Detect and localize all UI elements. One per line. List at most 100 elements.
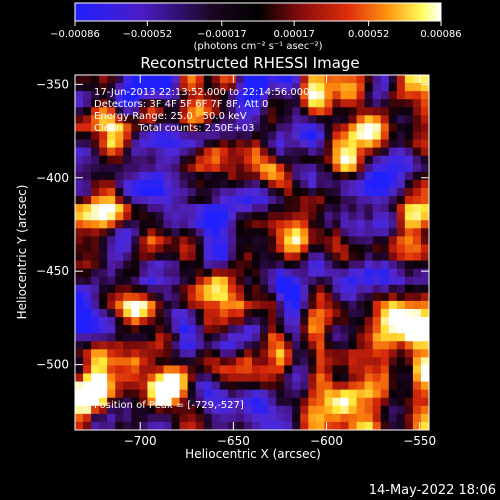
heatmap-cell — [83, 155, 92, 165]
heatmap-cell — [276, 236, 285, 246]
heatmap-cell — [308, 349, 317, 358]
heatmap-cell — [83, 365, 92, 375]
heatmap-cell — [227, 292, 237, 302]
heatmap-cell — [412, 421, 422, 430]
heatmap-cell — [187, 292, 197, 302]
heatmap-cell — [268, 268, 277, 278]
heatmap-cell — [203, 268, 213, 278]
heatmap-cell — [123, 349, 132, 358]
heatmap-cell — [348, 171, 358, 181]
heatmap-cell — [75, 260, 84, 270]
heatmap-cell — [260, 333, 269, 342]
heatmap-cell — [75, 389, 84, 399]
heatmap-cell — [420, 196, 429, 205]
heatmap-cell — [268, 244, 277, 254]
heatmap-cell — [388, 220, 398, 229]
heatmap-cell — [308, 155, 317, 165]
heatmap-cell — [171, 107, 181, 116]
heatmap-cell — [276, 139, 285, 149]
heatmap-cell — [243, 115, 253, 125]
heatmap-cell — [91, 147, 100, 157]
heatmap-cell — [115, 139, 124, 149]
heatmap-cell — [420, 244, 429, 254]
heatmap-cell — [139, 397, 149, 407]
heatmap-cell — [115, 333, 124, 342]
heatmap-cell — [388, 405, 398, 415]
heatmap-cell — [260, 413, 269, 423]
heatmap-cell — [187, 365, 197, 375]
heatmap-cell — [203, 308, 213, 318]
heatmap-cell — [388, 236, 398, 246]
heatmap-cell — [219, 333, 229, 342]
heatmap-cell — [227, 300, 237, 310]
heatmap-cell — [179, 341, 189, 350]
heatmap-cell — [276, 147, 285, 157]
heatmap-cell — [107, 341, 116, 350]
heatmap-cell — [316, 373, 326, 383]
heatmap-cell — [203, 284, 213, 294]
heatmap-cell — [292, 300, 301, 310]
heatmap-cell — [372, 413, 382, 423]
heatmap-cell — [147, 421, 157, 430]
heatmap-cell — [227, 413, 237, 423]
heatmap-cell — [99, 373, 108, 383]
heatmap-cell — [300, 317, 309, 326]
heatmap-cell — [420, 83, 429, 92]
heatmap-cell — [91, 228, 100, 237]
heatmap-cell — [131, 325, 140, 334]
heatmap-cell — [147, 187, 157, 197]
heatmap-cell — [227, 333, 237, 342]
heatmap-cell — [123, 163, 132, 173]
heatmap-cell — [91, 333, 100, 342]
heatmap-cell — [412, 341, 422, 350]
heatmap-cell — [147, 204, 157, 213]
heatmap-cell — [99, 147, 108, 157]
heatmap-cell — [316, 325, 326, 334]
heatmap-cell — [332, 292, 342, 302]
heatmap-cell — [404, 147, 414, 157]
heatmap-cell — [396, 389, 406, 399]
heatmap-cell — [179, 357, 189, 367]
heatmap-cell — [252, 413, 261, 423]
heatmap-cell — [195, 268, 205, 278]
heatmap-cell — [139, 276, 149, 286]
heatmap-cell — [243, 244, 253, 254]
heatmap-cell — [107, 83, 116, 92]
heatmap-cell — [340, 300, 350, 310]
heatmap-cell — [235, 284, 245, 294]
heatmap-cell — [404, 349, 414, 358]
heatmap-cell — [372, 357, 382, 367]
heatmap-cell — [123, 212, 132, 221]
heatmap-cell — [131, 260, 140, 270]
heatmap-cell — [396, 365, 406, 375]
heatmap-cell — [227, 244, 237, 254]
heatmap-cell — [211, 365, 221, 375]
heatmap-cell — [332, 204, 342, 213]
heatmap-cell — [276, 405, 285, 415]
heatmap-cell — [91, 196, 100, 205]
heatmap-cell — [356, 236, 366, 246]
heatmap-cell — [252, 236, 261, 246]
heatmap-cell — [332, 365, 342, 375]
heatmap-cell — [260, 349, 269, 358]
heatmap-cell — [316, 268, 326, 278]
heatmap-cell — [396, 405, 406, 415]
heatmap-cell — [91, 252, 100, 262]
heatmap-cell — [123, 131, 132, 141]
heatmap-cell — [203, 147, 213, 157]
heatmap-cell — [115, 405, 124, 415]
heatmap-cell — [356, 405, 366, 415]
heatmap-cell — [420, 260, 429, 270]
heatmap-cell — [364, 171, 374, 181]
colorbar-tick-label: −0.00052 — [122, 29, 172, 40]
heatmap-cell — [235, 83, 245, 92]
heatmap-cell — [203, 179, 213, 189]
colorbar-tick-label: −0.00017 — [197, 29, 247, 40]
heatmap-cell — [187, 341, 197, 350]
heatmap-cell — [171, 292, 181, 302]
heatmap-cell — [219, 349, 229, 358]
heatmap-cell — [316, 276, 326, 286]
heatmap-cell — [91, 276, 100, 286]
heatmap-cell — [308, 147, 317, 157]
heatmap-cell — [372, 107, 382, 116]
